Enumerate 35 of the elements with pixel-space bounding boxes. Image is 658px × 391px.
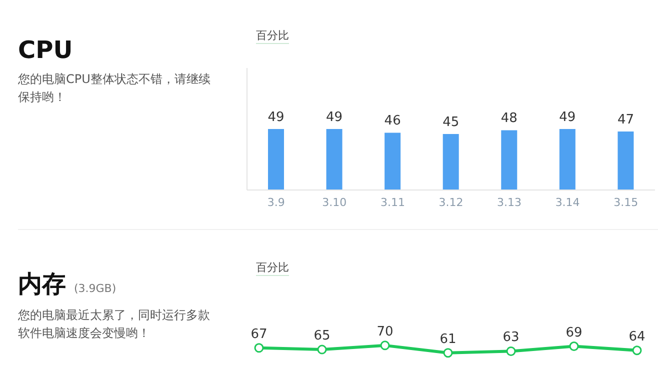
x-tick-label: 3.9 bbox=[267, 196, 285, 209]
x-tick-label: 3.10 bbox=[322, 196, 347, 209]
text: 内存 bbox=[18, 270, 66, 298]
data-label: 49 bbox=[268, 110, 284, 125]
data-label: 67 bbox=[250, 326, 268, 342]
data-label: 47 bbox=[617, 112, 634, 128]
data-label: 63 bbox=[502, 330, 520, 346]
point bbox=[254, 343, 264, 353]
x-tick-label: 3.13 bbox=[497, 196, 522, 209]
text: 您的电脑最近太累了，同时运行多款软件电脑速度会变慢哟！ bbox=[18, 307, 211, 342]
data-label: 49 bbox=[326, 110, 343, 125]
point bbox=[380, 340, 390, 350]
data-label: 45 bbox=[442, 114, 460, 130]
data-label: 69 bbox=[566, 325, 582, 340]
data-label: 48 bbox=[500, 111, 518, 126]
point bbox=[569, 342, 579, 352]
point bbox=[443, 348, 453, 358]
x-tick-label: 3.14 bbox=[555, 196, 580, 209]
y-axis-title: 百分比 bbox=[256, 260, 289, 276]
data-label: 64 bbox=[628, 329, 646, 344]
data-label: 65 bbox=[314, 328, 330, 344]
text: (3.9GB) bbox=[74, 282, 116, 295]
data-label: 49 bbox=[559, 110, 576, 125]
data-label: 46 bbox=[384, 114, 401, 129]
point bbox=[506, 346, 516, 356]
data-label: 61 bbox=[440, 332, 456, 347]
text: 您的电脑CPU整体状态不错，请继续保持哟！ bbox=[18, 71, 212, 106]
point bbox=[632, 346, 642, 356]
point bbox=[317, 344, 327, 354]
x-tick-label: 3.11 bbox=[380, 196, 405, 209]
data-label: 70 bbox=[376, 324, 394, 340]
text: CPU bbox=[18, 36, 73, 64]
x-tick-label: 3.12 bbox=[438, 196, 464, 209]
y-axis-title: 百分比 bbox=[256, 28, 289, 44]
x-tick-label: 3.15 bbox=[614, 196, 638, 209]
